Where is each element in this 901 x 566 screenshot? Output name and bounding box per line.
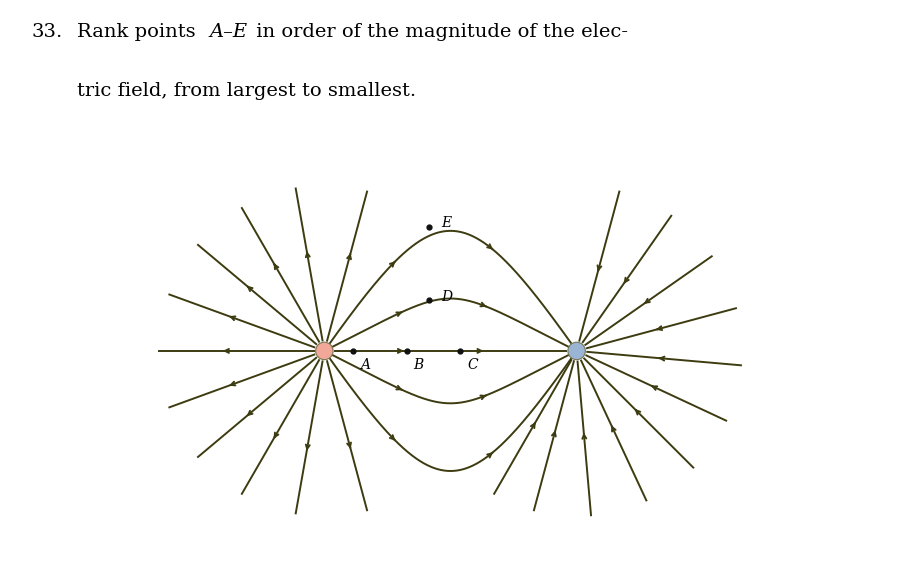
Text: B: B: [414, 358, 423, 371]
Text: Rank points: Rank points: [77, 23, 202, 41]
Text: E: E: [441, 216, 450, 230]
Text: A: A: [360, 358, 370, 371]
Circle shape: [315, 342, 333, 359]
Text: A–E: A–E: [209, 23, 247, 41]
Text: 33.: 33.: [32, 23, 63, 41]
Text: in order of the magnitude of the elec-: in order of the magnitude of the elec-: [250, 23, 629, 41]
Text: tric field, from largest to smallest.: tric field, from largest to smallest.: [77, 82, 415, 100]
Circle shape: [568, 342, 586, 359]
Text: C: C: [467, 358, 478, 371]
Text: D: D: [441, 290, 452, 303]
